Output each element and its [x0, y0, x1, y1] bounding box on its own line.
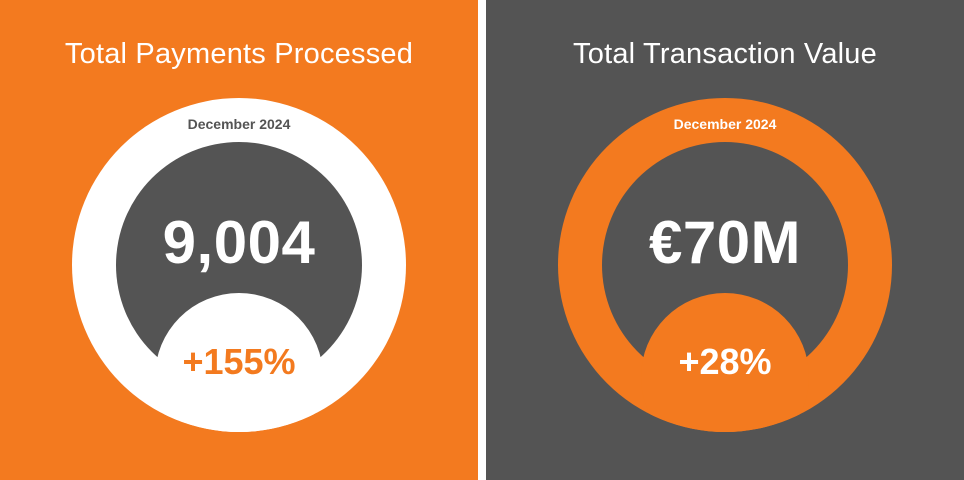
- payments-card: Total Payments Processed December 2024 9…: [0, 0, 478, 480]
- period-label: December 2024: [187, 116, 291, 132]
- kpi-value: 9,004: [162, 209, 316, 276]
- card-title: Total Payments Processed: [64, 38, 414, 70]
- kpi-ring: December 2024 9,004 +155%: [72, 98, 406, 432]
- card-title: Total Transaction Value: [573, 38, 877, 70]
- kpi-change-bubble: [641, 293, 809, 432]
- transaction-value-card: Total Transaction Value December 2024 €7…: [486, 0, 964, 480]
- kpi-change-bubble: [155, 293, 323, 432]
- period-label: December 2024: [673, 116, 777, 132]
- kpi-ring: December 2024 €70M +28%: [558, 98, 892, 432]
- kpi-change: +155%: [182, 341, 296, 382]
- kpi-value: €70M: [648, 209, 802, 276]
- kpi-change: +28%: [678, 341, 772, 382]
